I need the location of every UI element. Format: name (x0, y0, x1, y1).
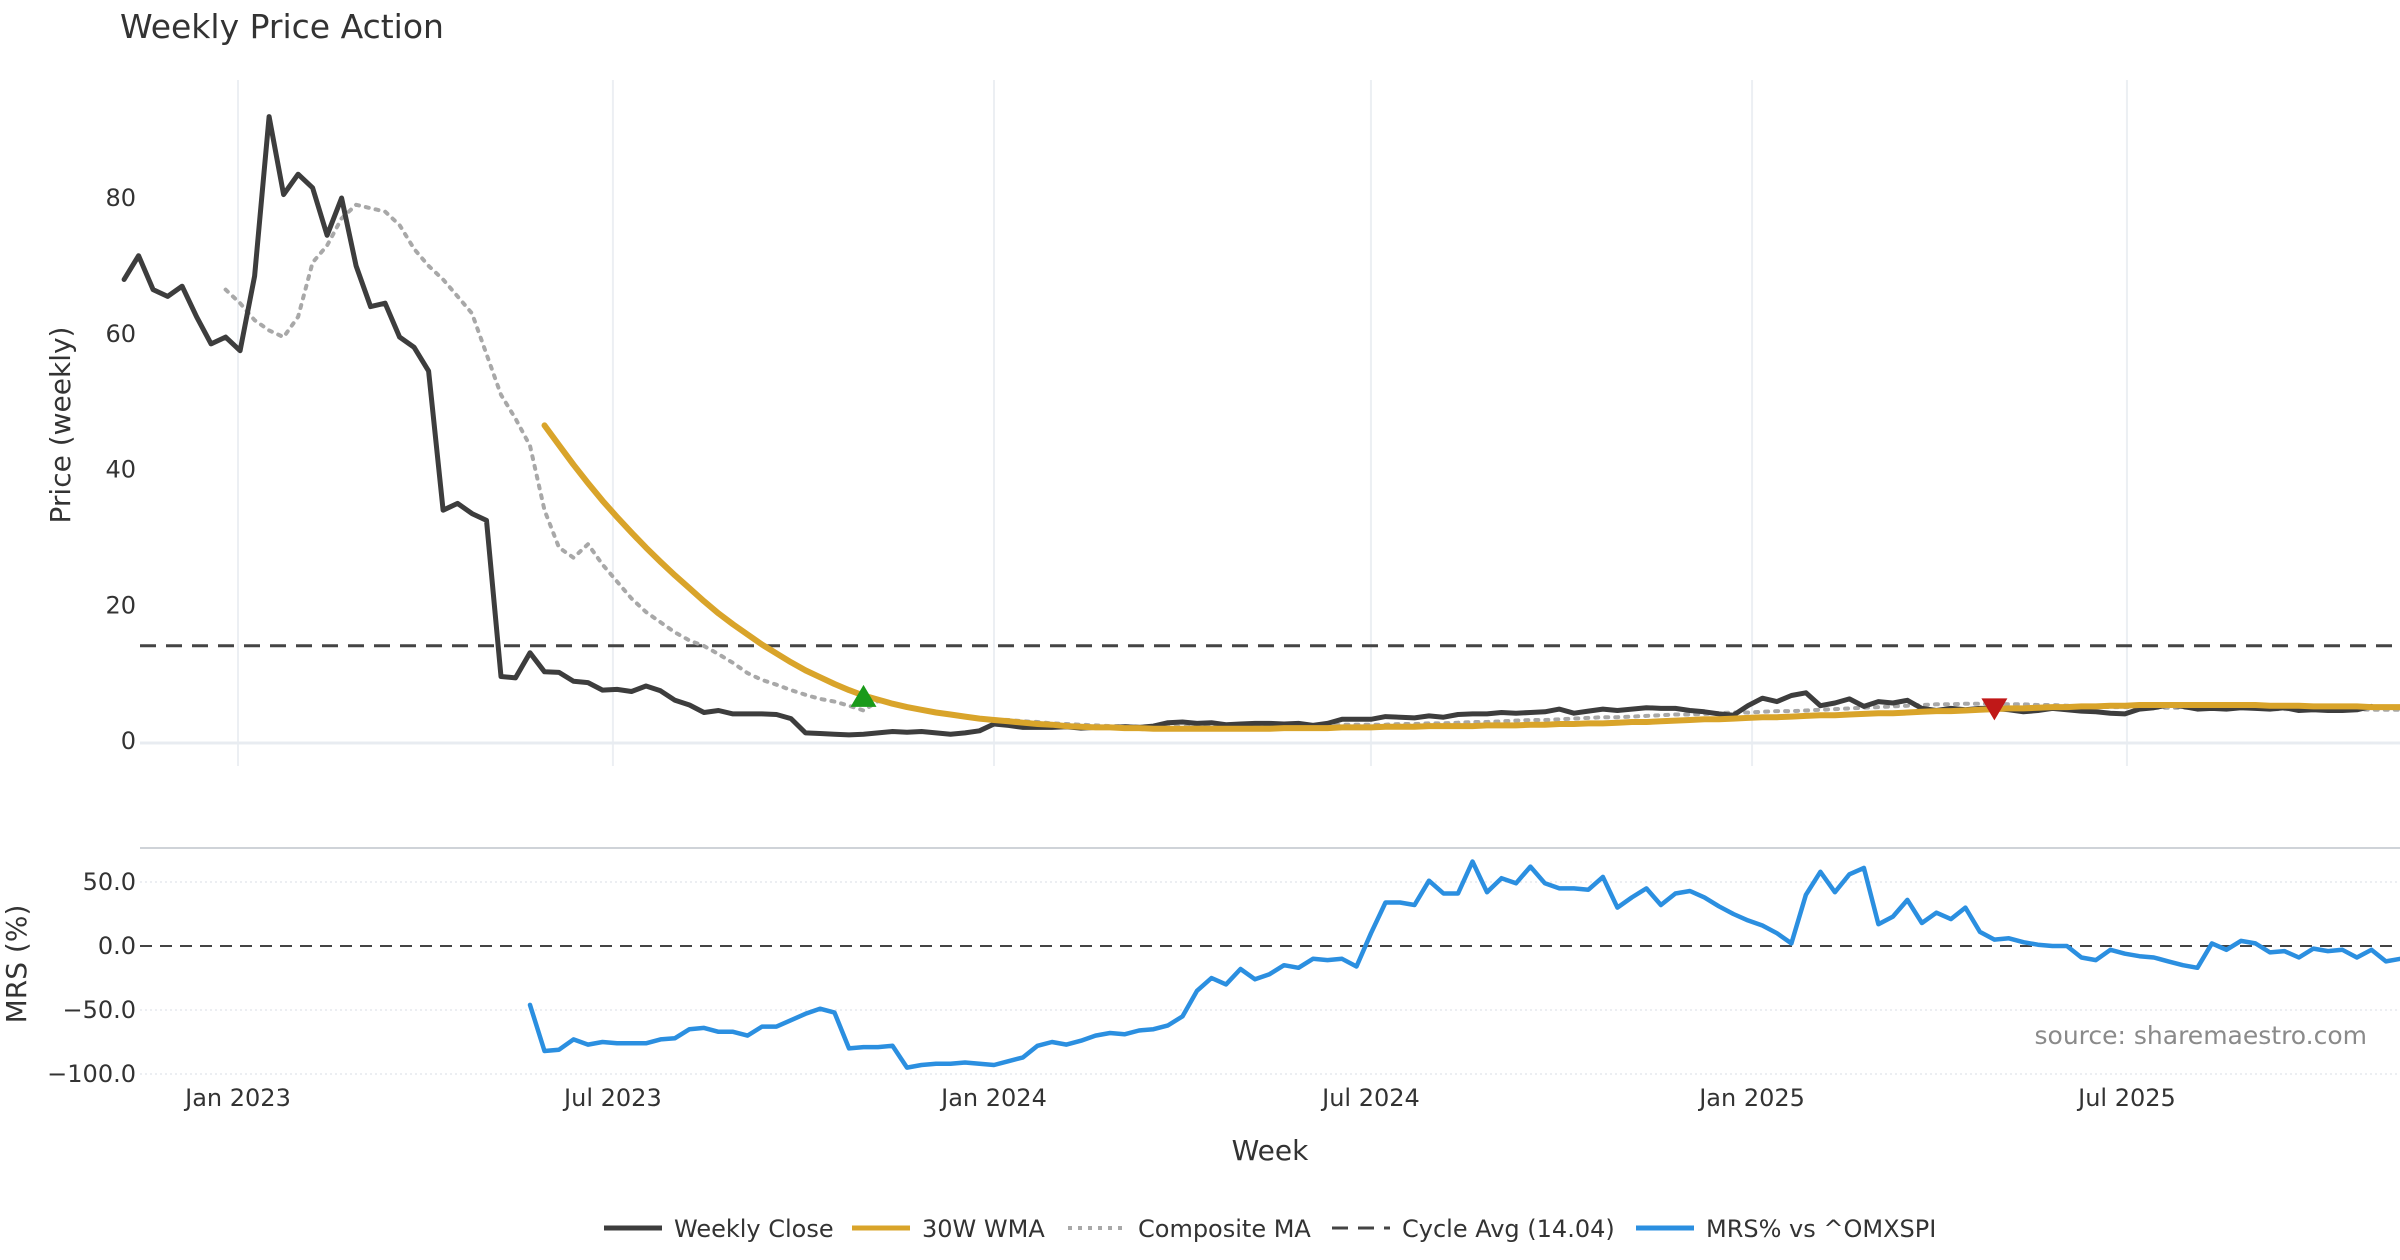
mrs-y-axis-title: MRS (%) (0, 905, 33, 1024)
legend-label: Cycle Avg (14.04) (1402, 1215, 1615, 1243)
x-tick-label: Jul 2023 (562, 1084, 662, 1112)
price-y-tick-label: 20 (105, 591, 136, 619)
legend: Weekly Close 30W WMA Composite MA Cycle Avg… (604, 1215, 1936, 1243)
mrs-y-tick-label: −50.0 (62, 996, 136, 1024)
composite-ma-line (223, 202, 2400, 729)
weekly-close-line (121, 114, 2374, 738)
x-tick-label: Jan 2023 (183, 1084, 291, 1112)
x-tick-label: Jan 2025 (1697, 1084, 1805, 1112)
price-y-tick-label: 40 (105, 456, 136, 484)
x-tick-label: Jan 2024 (939, 1084, 1047, 1112)
price-y-axis-title: Price (weekly) (44, 327, 77, 524)
legend-label: MRS% vs ^OMXSPI (1706, 1215, 1936, 1243)
x-axis-title: Week (1232, 1134, 1309, 1167)
legend-label: Composite MA (1138, 1215, 1311, 1243)
mrs-y-tick-label: 50.0 (83, 868, 136, 896)
price-y-tick-label: 80 (105, 184, 136, 212)
tick-labels: Jan 2023 Jul 2023 Jan 2024 Jul 2024 Jan 2025… (47, 184, 2176, 1112)
price-y-tick-label: 60 (105, 320, 136, 348)
price-y-tick-label: 0 (121, 727, 136, 755)
legend-label: Weekly Close (674, 1215, 834, 1243)
mrs-y-tick-label: 0.0 (98, 932, 136, 960)
mrs-line (527, 859, 2400, 1070)
plot-area (121, 114, 2400, 1070)
wma-30w-line (541, 422, 2400, 732)
legend-label: 30W WMA (922, 1215, 1045, 1243)
x-tick-label: Jul 2024 (1320, 1084, 1420, 1112)
source-note: source: sharemaestro.com (2035, 1021, 2368, 1050)
mrs-y-tick-label: −100.0 (47, 1060, 136, 1088)
x-tick-label: Jul 2025 (2076, 1084, 2176, 1112)
sell-signal-marker (1981, 698, 2008, 721)
chart-title: Weekly Price Action (120, 7, 444, 46)
grid (140, 80, 2400, 1075)
buy-signal-marker (850, 684, 877, 707)
